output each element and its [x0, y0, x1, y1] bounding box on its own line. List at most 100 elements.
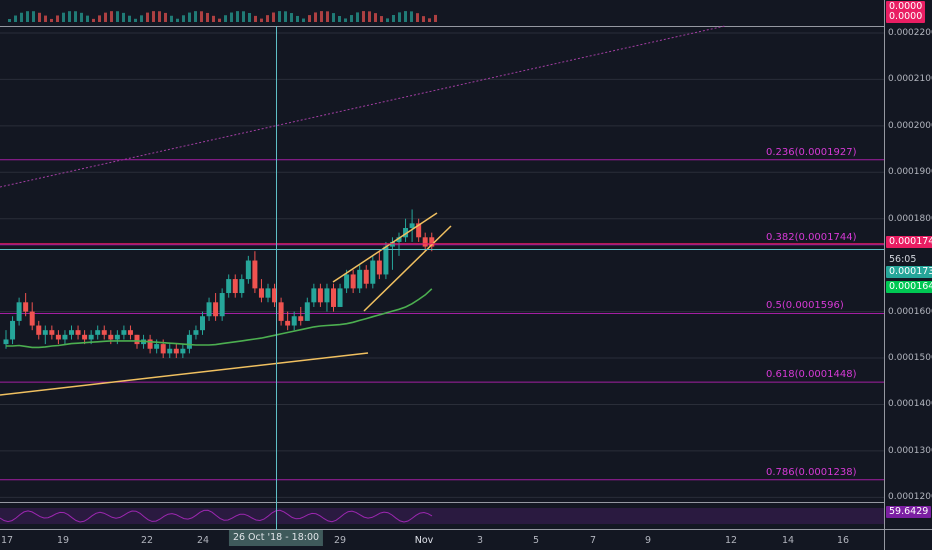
macd-histogram-bar [416, 13, 419, 22]
candle-body [16, 302, 22, 321]
macd-histogram-bar [272, 12, 275, 22]
macd-histogram-bar [110, 11, 113, 22]
candle-body [206, 302, 212, 317]
macd-histogram-bar [68, 11, 71, 22]
candle-body [363, 269, 369, 284]
candle-body [55, 334, 61, 340]
macd-histogram-bar [62, 12, 65, 22]
candle-body [82, 334, 88, 340]
time-tick-label: 5 [532, 535, 540, 546]
time-tick-label: 7 [589, 535, 597, 546]
macd-histogram-bar [398, 12, 401, 22]
macd-histogram-bar [242, 11, 245, 22]
macd-histogram-bar [86, 15, 89, 22]
macd-histogram-bar [32, 11, 35, 22]
candle-body [291, 316, 297, 326]
macd-histogram-bar [422, 16, 425, 22]
macd-histogram-bar [134, 18, 137, 22]
candle-body [200, 316, 205, 331]
macd-histogram-bar [434, 14, 437, 22]
price-tag: 0.0001746 [886, 236, 932, 248]
macd-histogram-bar [194, 11, 197, 22]
candle-body [416, 223, 422, 238]
candle-body [226, 279, 232, 294]
candle-body [160, 344, 166, 354]
price-tick-label: 0.0002000 [888, 120, 932, 131]
macd-histogram-bar [278, 11, 281, 22]
fibonacci-level-label: 0.786(0.0001238) [766, 466, 857, 478]
macd-histogram-bar [200, 11, 203, 22]
price-tick-label: 0.0001600 [888, 306, 932, 317]
candle-body [429, 237, 435, 247]
candle-body [252, 260, 258, 289]
macd-histogram-bar [14, 15, 17, 22]
candle-body [258, 288, 264, 298]
macd-histogram-bar [140, 15, 143, 22]
candle-body [114, 334, 120, 340]
macd-histogram-bar [176, 18, 179, 22]
price-tick-label: 0.0002100 [888, 74, 932, 85]
macd-histogram-bar [212, 15, 215, 22]
candle-body [88, 334, 94, 340]
macd-histogram-bar [128, 15, 131, 22]
candle-body [245, 260, 251, 280]
macd-histogram-bar [362, 11, 365, 22]
macd-histogram-bar [404, 11, 407, 22]
macd-histogram-bar [410, 11, 413, 22]
price-tag: 0.0001649 [886, 281, 932, 293]
candle-body [265, 288, 271, 298]
macd-histogram-bar [230, 12, 233, 22]
macd-histogram-bar [188, 12, 191, 22]
candle-body [272, 288, 278, 303]
macd-histogram-bar [104, 12, 107, 22]
macd-zero-tag: 0.0000 [886, 11, 926, 23]
candle-body [298, 316, 304, 321]
wedge-lower-line [363, 225, 452, 312]
candle-body [69, 330, 74, 335]
candle-body [324, 288, 330, 303]
price-tick-label: 0.0001400 [888, 399, 932, 410]
fibonacci-level-label: 0.5(0.0001596) [766, 300, 844, 312]
fibonacci-level-label: 0.382(0.0001744) [766, 231, 857, 243]
candle-body [121, 330, 127, 335]
candle-body [331, 288, 336, 307]
fibonacci-level-label: 0.236(0.0001927) [766, 146, 857, 158]
candle-body [154, 344, 160, 349]
candle-body [134, 334, 140, 345]
macd-histogram-bar [266, 15, 269, 22]
moving-average-line [6, 288, 433, 349]
fibonacci-level-label: 0.618(0.0001448) [766, 369, 857, 381]
candle-body [317, 288, 323, 303]
macd-histogram-bar [344, 18, 347, 22]
rsi-value-tag: 59.6429 [886, 506, 932, 518]
macd-histogram-bar [296, 15, 299, 22]
time-tick-label: 9 [644, 535, 652, 546]
candle-body [278, 302, 284, 321]
time-tick-label: 17 [0, 535, 14, 546]
macd-histogram-bar [350, 15, 353, 22]
candle-body [409, 223, 415, 229]
price-tag: 0.0001731 [886, 266, 932, 278]
macd-histogram-bar [320, 11, 323, 22]
macd-histogram-bar [254, 15, 257, 22]
candle-body [173, 348, 179, 354]
macd-histogram-bar [428, 18, 431, 22]
candle-body [101, 330, 107, 335]
time-tick-label: 22 [140, 535, 154, 546]
macd-histogram-bar [26, 11, 29, 22]
macd-histogram-bar [152, 11, 155, 22]
macd-histogram-bar [380, 16, 383, 22]
macd-histogram-bar [368, 11, 371, 22]
price-tick-label: 0.0001200 [888, 492, 932, 503]
price-tick-label: 0.0001900 [888, 167, 932, 178]
price-tick-label: 0.0001300 [888, 445, 932, 456]
candle-body [422, 237, 428, 247]
candle-body [376, 260, 382, 275]
price-tick-label: 0.0001500 [888, 353, 932, 364]
candle-body [180, 348, 186, 354]
macd-value-tag: 0.0000 [886, 1, 926, 13]
time-tick-label: 3 [476, 535, 484, 546]
macd-histogram-bar [50, 18, 53, 22]
